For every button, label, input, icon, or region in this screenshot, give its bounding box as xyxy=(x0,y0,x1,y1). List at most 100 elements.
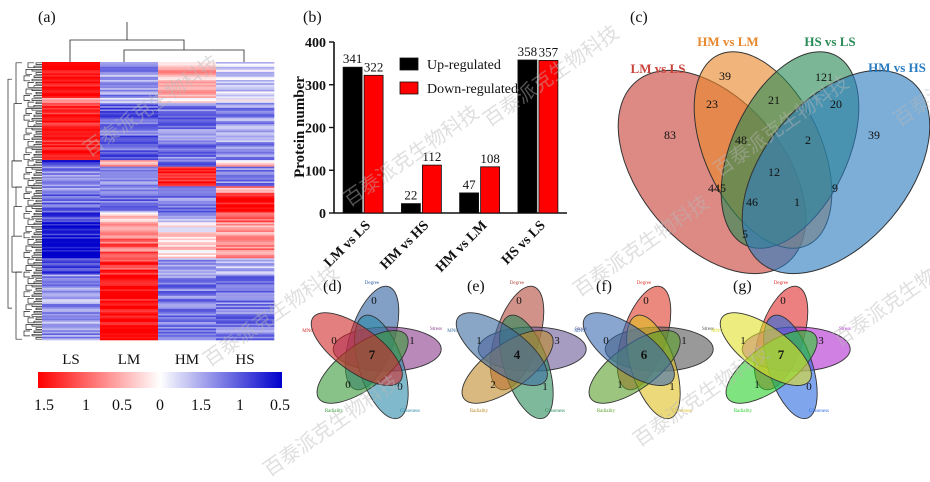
heatmap-cell xyxy=(158,323,217,326)
heatmap-cell xyxy=(158,202,217,205)
heatmap-cell xyxy=(158,68,217,71)
heatmap-cell xyxy=(158,130,217,133)
row-dendrogram-branch xyxy=(35,101,42,105)
heatmap-cell xyxy=(42,312,101,315)
heatmap-cell xyxy=(216,299,275,302)
heatmap-cell xyxy=(158,75,217,78)
row-dendrogram-branch xyxy=(35,160,42,163)
row-dendrogram-branch xyxy=(31,196,42,199)
heatmap-cell xyxy=(100,178,159,181)
heatmap-cell xyxy=(158,88,217,91)
heatmap-cell xyxy=(216,207,275,210)
heatmap-cell xyxy=(216,286,275,288)
heatmap-cell xyxy=(216,212,275,215)
row-dendrogram-branch xyxy=(27,180,34,186)
heatmap-cell xyxy=(42,166,101,169)
heatmap-cell xyxy=(216,328,275,331)
venn-region-count: 83 xyxy=(664,128,676,142)
heatmap-cell xyxy=(42,333,101,336)
heatmap-cell xyxy=(216,89,275,92)
heatmap-cell xyxy=(42,335,101,338)
heatmap-cell xyxy=(42,269,101,272)
heatmap-cell xyxy=(100,304,159,306)
heatmap-cell xyxy=(216,196,275,199)
heatmap-cell xyxy=(216,148,275,151)
heatmap-cell xyxy=(100,286,159,288)
venn-region-count: 1 xyxy=(542,381,548,393)
row-dendrogram-branch xyxy=(31,216,42,219)
row-dendrogram-branch xyxy=(35,190,42,193)
heatmap-cell xyxy=(158,331,217,334)
venn-set-label: Stress xyxy=(702,327,714,332)
heatmap-cell xyxy=(216,112,275,115)
heatmap-cell xyxy=(216,320,275,323)
heatmap-cell xyxy=(216,109,275,112)
heatmap-cell xyxy=(216,310,275,313)
heatmap-cell xyxy=(100,115,159,118)
heatmap-cell xyxy=(42,107,101,110)
heatmap-cell xyxy=(100,176,159,179)
heatmap-cell xyxy=(42,225,101,228)
heatmap-cell xyxy=(216,63,275,66)
heatmap-cells xyxy=(42,62,275,341)
venn-region-count: 1 xyxy=(476,335,482,347)
heatmap-cell xyxy=(158,218,217,221)
row-dendrogram-branch xyxy=(23,212,30,219)
heatmap-cell xyxy=(216,222,275,225)
heatmap-cell xyxy=(42,281,101,284)
heatmap-cell xyxy=(216,287,275,290)
heatmap-cell xyxy=(100,299,159,302)
heatmap-cell xyxy=(100,132,159,135)
heatmap-cell xyxy=(42,78,101,81)
heatmap-cell xyxy=(158,145,217,148)
venn-set-label: HS vs LS xyxy=(804,34,855,49)
row-dendrogram-branch xyxy=(23,271,30,278)
heatmap-cell xyxy=(100,114,159,117)
heatmap-cell xyxy=(100,93,159,96)
heatmap-cell xyxy=(100,248,159,251)
heatmap-cell xyxy=(100,89,159,92)
heatmap-cell xyxy=(216,132,275,135)
x-tick-label: HM vs HS xyxy=(378,218,433,273)
row-dendrogram-branch xyxy=(27,101,34,108)
row-dendrogram-branch xyxy=(35,121,42,124)
heatmap-cell xyxy=(42,245,101,248)
heatmap-cell xyxy=(42,129,101,131)
row-dendrogram-branch xyxy=(23,95,30,101)
heatmap-cell xyxy=(100,207,159,210)
heatmap-cell xyxy=(42,310,101,313)
heatmap-cell xyxy=(100,171,159,174)
heatmap-cell xyxy=(158,174,217,177)
heatmap-cell xyxy=(158,312,217,315)
heatmap-cell xyxy=(158,166,217,169)
row-dendrogram-branch xyxy=(25,225,32,232)
heatmap-cell xyxy=(158,171,217,174)
heatmap-cell xyxy=(216,295,275,298)
heatmap-cell xyxy=(158,168,217,171)
venn-region-count: 3 xyxy=(554,335,560,347)
heatmap-cell xyxy=(100,277,159,280)
heatmap-cell xyxy=(158,282,217,285)
heatmap-cell xyxy=(216,300,275,303)
heatmap-cell xyxy=(216,279,275,282)
row-dendrogram-branch xyxy=(33,203,42,206)
heatmap-cell xyxy=(100,101,159,104)
venn-region-count: 0 xyxy=(643,295,649,307)
row-dendrogram-branch xyxy=(33,320,42,324)
heatmap-cell xyxy=(42,68,101,71)
heatmap-cell xyxy=(100,284,159,287)
row-dendrogram-branch xyxy=(33,330,42,333)
row-dendrogram-branch xyxy=(15,186,22,208)
heatmap-cell xyxy=(216,307,275,310)
row-dendrogram-branch xyxy=(35,229,42,232)
heatmap-cell xyxy=(158,276,217,279)
heatmap-cell xyxy=(100,97,159,100)
venn-set-label: Closeness xyxy=(400,409,420,414)
row-dendrogram-branch xyxy=(33,104,42,108)
heatmap-cell xyxy=(216,143,275,146)
heatmap-cell xyxy=(216,204,275,207)
panel-a-label: (a) xyxy=(38,9,56,26)
row-dendrogram-branch xyxy=(35,170,42,173)
heatmap-cell xyxy=(216,153,275,156)
venn-set-label: HM vs HS xyxy=(868,60,926,75)
